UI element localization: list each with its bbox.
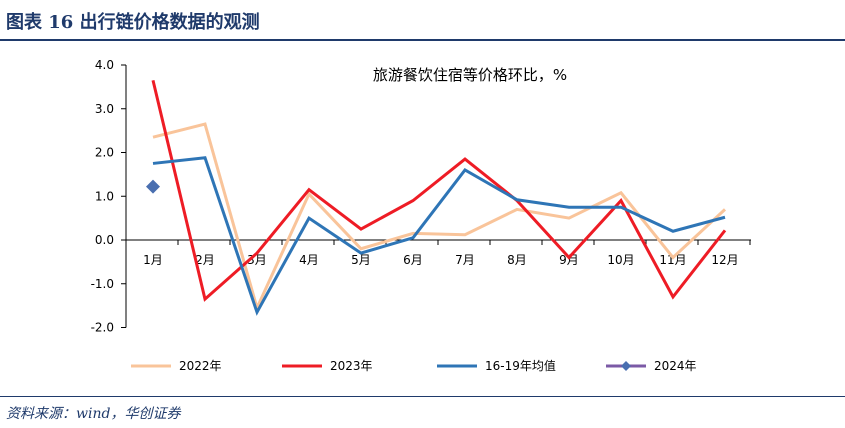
legend-label: 2024年 [654,359,697,373]
series-3 [146,179,160,194]
legend-item: 16-19年均值 [437,358,556,373]
series-layer [146,79,727,316]
source-note: 资料来源：wind，华创证券 [6,406,181,422]
x-tick-label: 5月 [351,253,371,267]
series-line [152,156,726,316]
chart-title: 旅游餐饮住宿等价格环比，% [373,66,567,84]
x-tick-label: 12月 [711,253,738,267]
x-tick-label: 11月 [659,253,686,267]
series-0 [152,122,727,313]
footer-rule [0,396,845,397]
y-tick-label: -1.0 [91,277,114,291]
figure-title: 图表 16 出行链价格数据的观测 [6,12,260,33]
x-tick-label: 7月 [455,253,475,267]
legend-label: 16-19年均值 [485,358,556,373]
legend-item: 2022年 [131,359,222,373]
x-tick-label: 9月 [559,253,579,267]
figure-header: 图表 16 出行链价格数据的观测 [0,0,845,41]
x-tick-label: 10月 [607,253,634,267]
y-tick-label: 4.0 [95,58,114,72]
y-tick-label: 0.0 [95,233,114,247]
series-1 [151,79,727,302]
x-tick-label: 8月 [507,253,527,267]
x-tick-label: 4月 [299,253,319,267]
x-tick-label: 2月 [195,253,215,267]
series-point [146,179,160,194]
y-tick-label: 3.0 [95,102,114,116]
legend-marker [621,361,631,371]
line-chart: 旅游餐饮住宿等价格环比，% 4.0 3.0 2.0 1.0 0.0 -1.0 -2.0 1月 2… [91,58,751,373]
legend-label: 2023年 [330,359,373,373]
legend-label: 2022年 [179,359,222,373]
chart-legend: 2022年 2023年 16-19年均值 2024年 [131,358,697,373]
series-line [151,79,727,302]
y-tick-label: 1.0 [95,189,114,203]
x-tick-label: 1月 [143,253,163,267]
series-2 [152,156,726,316]
series-line [152,122,727,313]
chart-axes: 4.03.02.01.00.0-1.0-2.01月 2月 3月 4月 5月 6月 7月 8月 9… [91,58,751,335]
x-tick-label: 6月 [403,253,423,267]
legend-item: 2024年 [606,359,697,373]
header-rule [0,39,845,41]
y-tick-label: 2.0 [95,146,114,160]
legend-item: 2023年 [282,359,373,373]
y-tick-label: -2.0 [91,321,114,335]
